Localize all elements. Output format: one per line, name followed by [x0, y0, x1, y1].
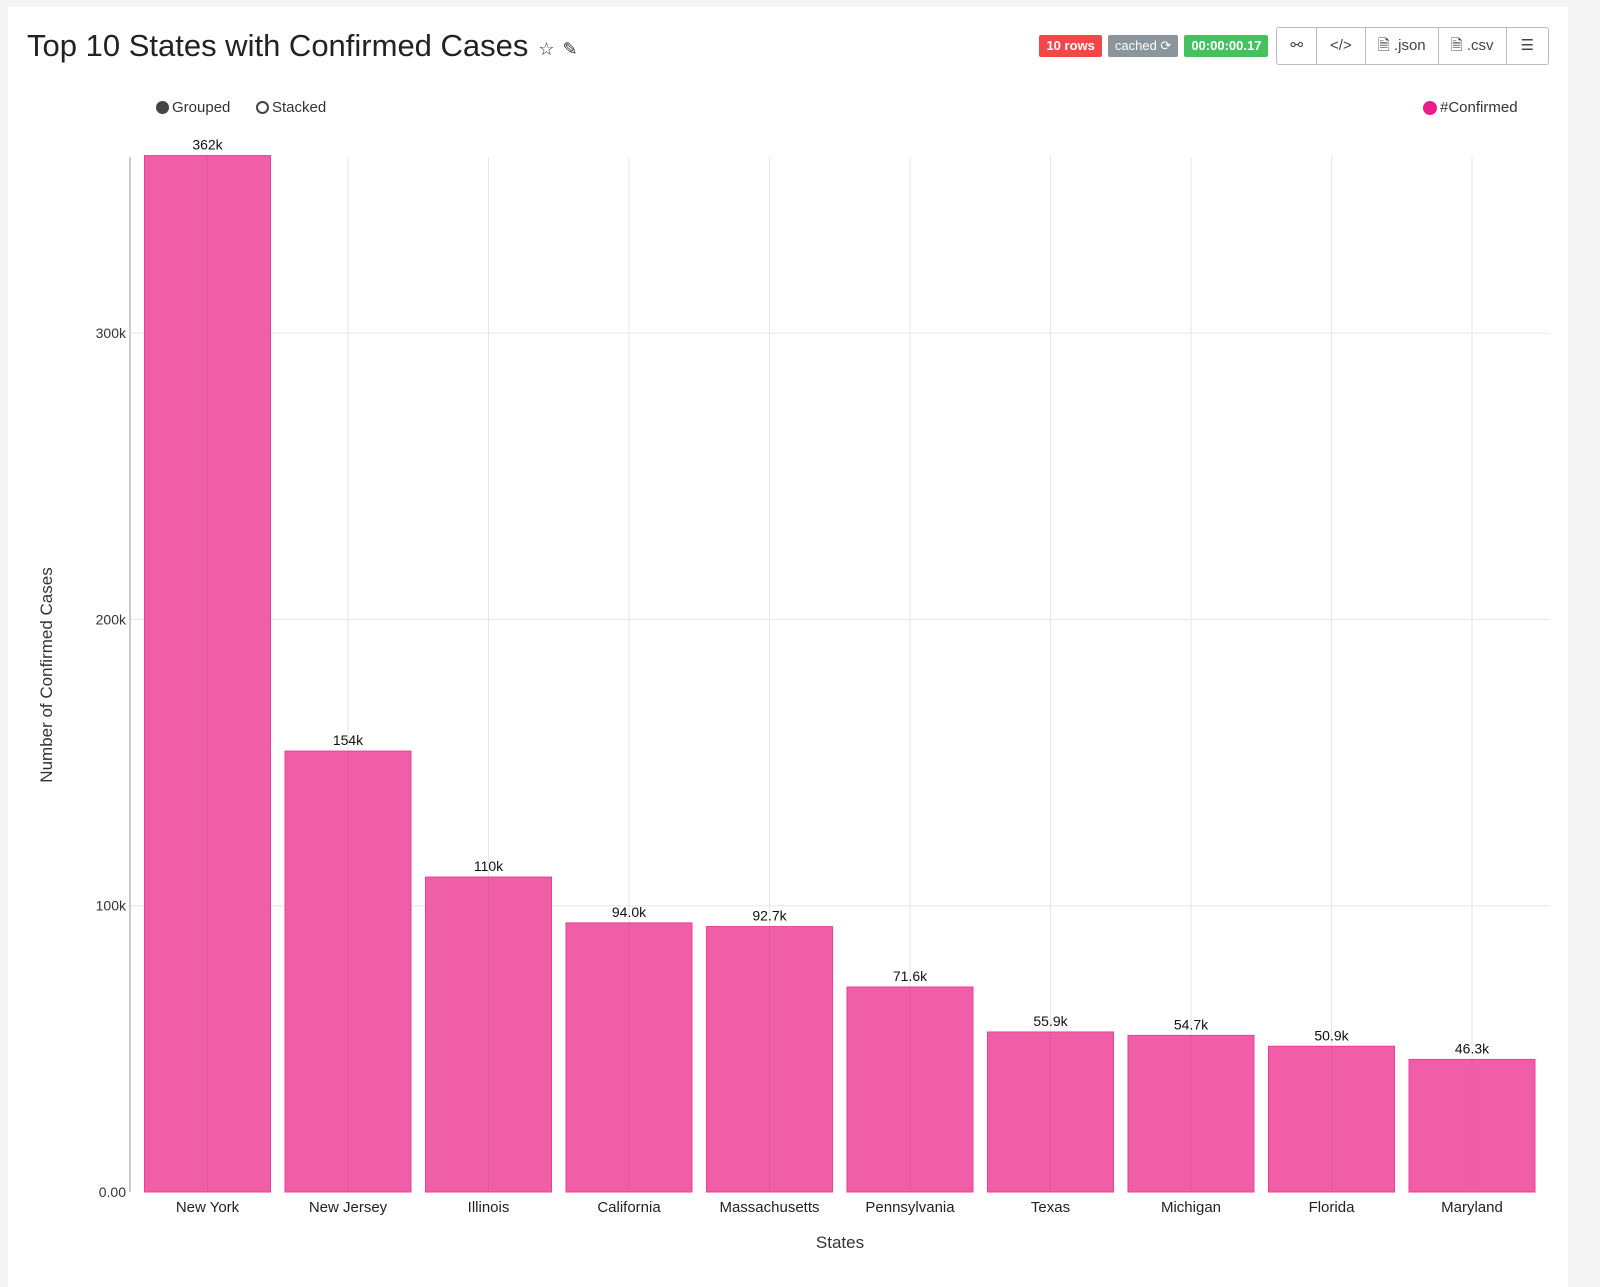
edit-icon[interactable]: ✎ [562, 38, 578, 59]
badges: 10 rows cached ⟳ 00:00:00.17 [1039, 35, 1269, 57]
bar [1127, 1034, 1255, 1193]
bar [1408, 1058, 1536, 1193]
y-axis-title: Number of Confirmed Cases [37, 567, 56, 782]
data-label: 55.9k [1033, 1013, 1068, 1029]
data-label: 110k [474, 858, 504, 874]
csv-label: .csv [1466, 37, 1494, 54]
bar [1268, 1045, 1395, 1193]
grouped-label: Grouped [172, 99, 231, 116]
title-row: Top 10 States with Confirmed Cases ☆ ✎ [27, 28, 578, 64]
data-label: 94.0k [612, 904, 647, 920]
x-tick-label: Michigan [1161, 1199, 1221, 1216]
grouped-radio[interactable]: Grouped [156, 99, 230, 116]
chart-title: Top 10 States with Confirmed Cases [27, 28, 529, 63]
embed-code-button[interactable]: </> [1317, 28, 1366, 64]
legend-dot-icon [1423, 100, 1437, 115]
x-tick-label: Maryland [1441, 1199, 1503, 1216]
toolbar: ⚯ </> 🗎 .json 🗎 .csv ☰ [1276, 27, 1549, 65]
y-tick-label: 300k [96, 325, 127, 341]
file-icon: 🗎 [1450, 37, 1463, 54]
menu-button[interactable]: ☰ [1507, 28, 1548, 64]
header-actions: 10 rows cached ⟳ 00:00:00.17 ⚯ </> 🗎 .js… [1039, 27, 1549, 65]
x-axis-title: States [816, 1233, 864, 1252]
cached-badge[interactable]: cached ⟳ [1107, 35, 1179, 57]
x-tick-label: New Jersey [309, 1199, 388, 1216]
data-label: 362k [192, 137, 223, 153]
star-icon[interactable]: ☆ [538, 38, 555, 59]
legend-item-confirmed[interactable]: #Confirmed [1423, 99, 1518, 116]
json-label: .json [1393, 37, 1426, 54]
y-tick-label: 200k [96, 611, 127, 627]
x-tick-label: Massachusetts [719, 1199, 819, 1216]
bar [565, 922, 693, 1193]
menu-icon: ☰ [1520, 37, 1534, 54]
copy-link-button[interactable]: ⚯ [1277, 28, 1318, 64]
file-code-icon: 🗎 [1377, 37, 1390, 54]
bar [706, 926, 833, 1193]
x-tick-label: Illinois [468, 1199, 510, 1216]
refresh-icon[interactable]: ⟳ [1160, 38, 1172, 53]
data-label: 71.6k [893, 968, 928, 984]
bar [987, 1031, 1114, 1193]
x-tick-label: Florida [1309, 1199, 1356, 1216]
radio-selected-icon [156, 101, 169, 114]
x-tick-label: California [597, 1199, 661, 1216]
download-csv-button[interactable]: 🗎 .csv [1439, 28, 1507, 64]
x-tick-label: Texas [1031, 1199, 1070, 1216]
code-icon: </> [1330, 37, 1352, 54]
bar [284, 750, 412, 1193]
row-count-badge: 10 rows [1039, 35, 1102, 57]
x-tick-label: Pennsylvania [865, 1199, 955, 1216]
cached-label: cached [1114, 38, 1157, 53]
data-label: 50.9k [1314, 1027, 1349, 1043]
link-icon: ⚯ [1290, 37, 1304, 54]
y-tick-label: 0.00 [99, 1184, 126, 1200]
stacked-radio[interactable]: Stacked [256, 99, 326, 116]
bar [425, 876, 552, 1193]
x-tick-label: New York [176, 1199, 240, 1216]
legend-label: #Confirmed [1440, 99, 1518, 116]
bar [846, 986, 974, 1193]
data-label: 154k [333, 732, 364, 748]
query-time-badge: 00:00:00.17 [1184, 35, 1269, 57]
data-label: 46.3k [1455, 1040, 1490, 1056]
download-json-button[interactable]: 🗎 .json [1366, 28, 1439, 64]
y-tick-label: 100k [96, 898, 127, 914]
data-label: 54.7k [1174, 1016, 1209, 1032]
data-label: 92.7k [752, 908, 787, 924]
bar [144, 155, 271, 1193]
title-icons: ☆ ✎ [538, 39, 577, 60]
stacked-label: Stacked [272, 99, 327, 116]
radio-unselected-icon [256, 101, 269, 114]
